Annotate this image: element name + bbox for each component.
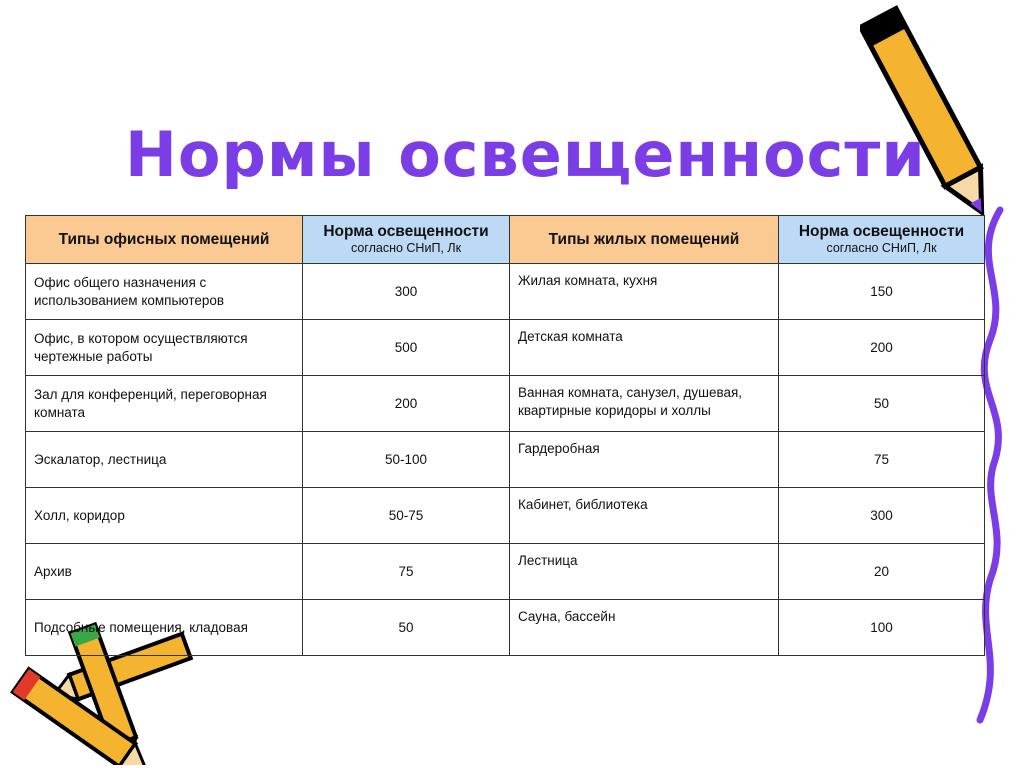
header-residential-types: Типы жилых помещений (509, 215, 779, 264)
office-norm-cell: 75 (302, 543, 510, 600)
office-norm-cell: 50-100 (302, 431, 510, 488)
residential-type-cell: Ванная комната, санузел, душевая, кварти… (509, 375, 779, 432)
page-title: Нормы освещенности (125, 118, 926, 191)
office-type-cell: Архив (25, 543, 303, 600)
table-row: Офис общего назначения с использованием … (25, 263, 985, 320)
residential-type-cell: Жилая комната, кухня (509, 263, 779, 320)
residential-norm-cell: 20 (778, 543, 985, 600)
table-row: Эскалатор, лестница 50-100 Гардеробная 75 (25, 431, 985, 488)
table-row: Зал для конференций, переговорная комнат… (25, 375, 985, 432)
residential-type-cell: Кабинет, библиотека (509, 487, 779, 544)
office-type-cell: Холл, коридор (25, 487, 303, 544)
table-row: Архив 75 Лестница 20 (25, 543, 985, 600)
residential-type-cell: Гардеробная (509, 431, 779, 488)
squiggle-line (976, 206, 1004, 724)
table-row: Подсобные помещения, кладовая 50 Сауна, ба… (25, 599, 985, 656)
residential-type-cell: Сауна, бассейн (509, 599, 779, 656)
illumination-table: Типы офисных помещений Норма освещенност… (25, 215, 985, 656)
office-norm-cell: 300 (302, 263, 510, 320)
header-sub: согласно СНиП, Лк (826, 240, 937, 255)
header-sub: согласно СНиП, Лк (350, 240, 462, 255)
table-row: Холл, коридор 50-75 Кабинет, библиотека 300 (25, 487, 985, 544)
header-office-types: Типы офисных помещений (25, 215, 303, 264)
residential-norm-cell: 300 (778, 487, 985, 544)
pencil-icon (860, 5, 985, 218)
office-type-cell: Эскалатор, лестница (25, 431, 303, 488)
residential-norm-cell: 150 (778, 263, 985, 320)
header-residential-norm: Норма освещенности согласно СНиП, Лк (778, 215, 985, 264)
office-norm-cell: 200 (302, 375, 510, 432)
office-norm-cell: 50 (302, 599, 510, 656)
office-type-cell: Офис общего назначения с использованием … (25, 263, 303, 320)
office-type-cell: Подсобные помещения, кладовая (25, 599, 303, 656)
office-norm-cell: 50-75 (302, 487, 510, 544)
header-label: Норма освещенности (798, 222, 965, 240)
residential-norm-cell: 75 (778, 431, 985, 488)
office-type-cell: Офис, в котором осуществляются чертежные… (25, 319, 303, 376)
office-type-cell: Зал для конференций, переговорная комнат… (25, 375, 303, 432)
table-header-row: Типы офисных помещений Норма освещенност… (25, 215, 985, 264)
residential-norm-cell: 100 (778, 599, 985, 656)
office-norm-cell: 500 (302, 319, 510, 376)
residential-type-cell: Детская комната (509, 319, 779, 376)
residential-type-cell: Лестница (509, 543, 779, 600)
header-label: Норма освещенности (323, 222, 489, 240)
residential-norm-cell: 50 (778, 375, 985, 432)
residential-norm-cell: 200 (778, 319, 985, 376)
table-row: Офис, в котором осуществляются чертежные… (25, 319, 985, 376)
header-office-norm: Норма освещенности согласно СНиП, Лк (302, 215, 510, 264)
